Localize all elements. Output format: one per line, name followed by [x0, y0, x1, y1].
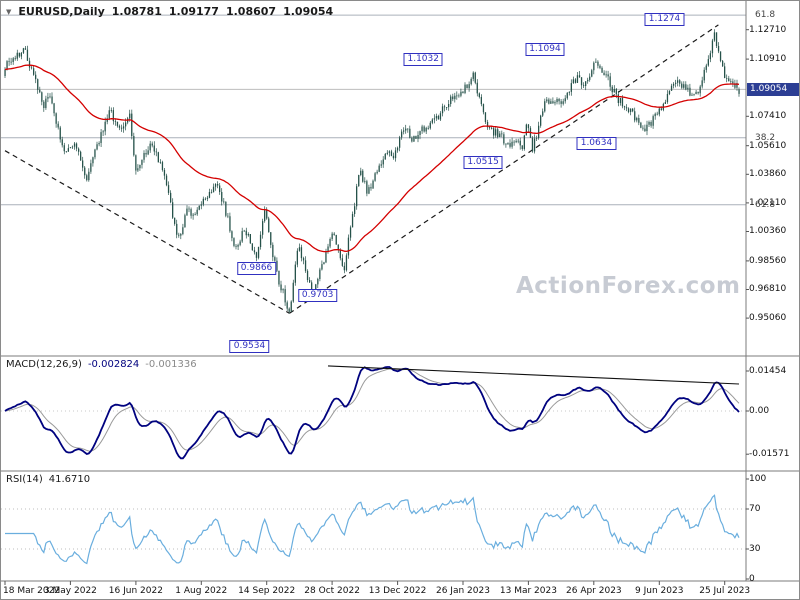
- price-axis-label: 0.96810: [749, 284, 787, 295]
- price-axis-label: 1.05610: [749, 140, 787, 151]
- price-axis-label: 1.07410: [749, 111, 787, 122]
- rsi-indicator-label: RSI(14) 41.6710: [6, 474, 90, 485]
- time-axis-label: 18 Mar 2022: [3, 586, 61, 596]
- macd-value-signal: -0.001336: [145, 359, 197, 370]
- ohlc-close: 1.09054: [283, 5, 334, 18]
- ohlc-low: 1.08607: [225, 5, 277, 18]
- rsi-axis-label: 100: [749, 474, 767, 484]
- watermark: ActionForex.com: [516, 273, 741, 299]
- time-axis-label: 13 Dec 2022: [368, 586, 427, 596]
- macd-axis[interactable]: 0.01454 0.00 -0.01571: [746, 356, 799, 471]
- macd-axis-label: 0.00: [749, 406, 770, 416]
- macd-indicator-label: MACD(12,26,9) -0.002824 -0.001336: [6, 359, 197, 370]
- rsi-value: 41.6710: [48, 474, 91, 485]
- price-axis-label: 1.00360: [749, 226, 787, 237]
- price-axis-label: 1.03860: [749, 169, 787, 180]
- fib-level-label: 38.2: [755, 132, 776, 143]
- ohlc-open: 1.08781: [111, 5, 162, 18]
- time-axis-label: 26 Apr 2023: [566, 586, 622, 596]
- time-axis-label: 14 Sep 2022: [238, 586, 296, 596]
- symbol-timeframe: EURUSD,Daily: [18, 5, 105, 18]
- rsi-axis-label: 30: [749, 544, 761, 554]
- time-axis-label: 26 Jan 2023: [435, 586, 490, 596]
- rsi-axis-label: 0: [749, 574, 755, 584]
- time-axis-label: 1 Aug 2022: [175, 586, 228, 596]
- symbol-dropdown-icon: ▼: [6, 7, 12, 16]
- time-axis-label: 28 Oct 2022: [304, 586, 360, 596]
- price-axis-label: 1.02110: [749, 197, 787, 208]
- ohlc-high: 1.09177: [168, 5, 219, 18]
- price-axis[interactable]: 1.12710 1.10910 1.07410 1.05610 1.03860 1.021…: [746, 1, 799, 356]
- fib-level-label: 61.8: [755, 199, 776, 210]
- price-axis-label: 1.10910: [749, 54, 787, 65]
- time-axis-label: 16 Jun 2022: [108, 586, 163, 596]
- price-axis-label: 1.12710: [749, 24, 787, 35]
- price-axis-label: 0.98560: [749, 255, 787, 266]
- rsi-axis[interactable]: 100 70 30 0: [746, 471, 799, 584]
- time-axis-label: 25 Jul 2023: [699, 586, 751, 596]
- time-axis-label: 13 Mar 2023: [499, 586, 557, 596]
- macd-value-main: -0.002824: [87, 359, 140, 370]
- rsi-name: RSI(14): [6, 474, 43, 485]
- time-axis[interactable]: 18 Mar 2022 3 May 2022 16 Jun 2022 1 Aug 20…: [1, 581, 799, 599]
- chart-title: ▼ EURUSD,Daily 1.08781 1.09177 1.08607 1…: [6, 5, 333, 18]
- macd-name: MACD(12,26,9): [6, 359, 82, 370]
- macd-axis-label: -0.01571: [749, 449, 790, 460]
- time-axis-label: 3 May 2022: [43, 586, 97, 596]
- current-price-tag: 1.09054: [747, 82, 799, 96]
- macd-axis-label: 0.01454: [749, 366, 787, 376]
- rsi-axis-label: 70: [749, 504, 761, 514]
- fib-level-label: 61.8: [755, 10, 776, 21]
- price-axis-label: 0.95060: [749, 313, 787, 324]
- time-axis-label: 9 Jun 2023: [635, 586, 684, 596]
